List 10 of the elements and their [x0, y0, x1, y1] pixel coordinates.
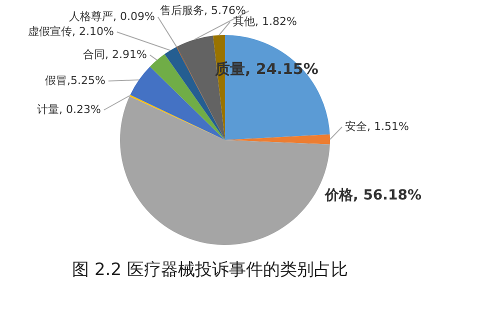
slice-label: 其他, 1.82%	[233, 14, 297, 28]
slice-label: 虚假宣传, 2.10%	[28, 24, 114, 38]
slice-label: 计量, 0.23%	[37, 102, 101, 116]
slice-label: 安全, 1.51%	[345, 120, 409, 133]
slice-label: 价格, 56.18%	[324, 188, 422, 204]
slice-label: 假冒,5.25%	[45, 74, 106, 87]
slice-label: 售后服务, 5.76%	[160, 4, 246, 17]
slice-label: 合同, 2.91%	[83, 48, 147, 61]
slice-label: 人格尊严, 0.09%	[69, 10, 155, 23]
text: 图 2.2 医疗器械投诉事件的类别占比	[71, 259, 349, 281]
